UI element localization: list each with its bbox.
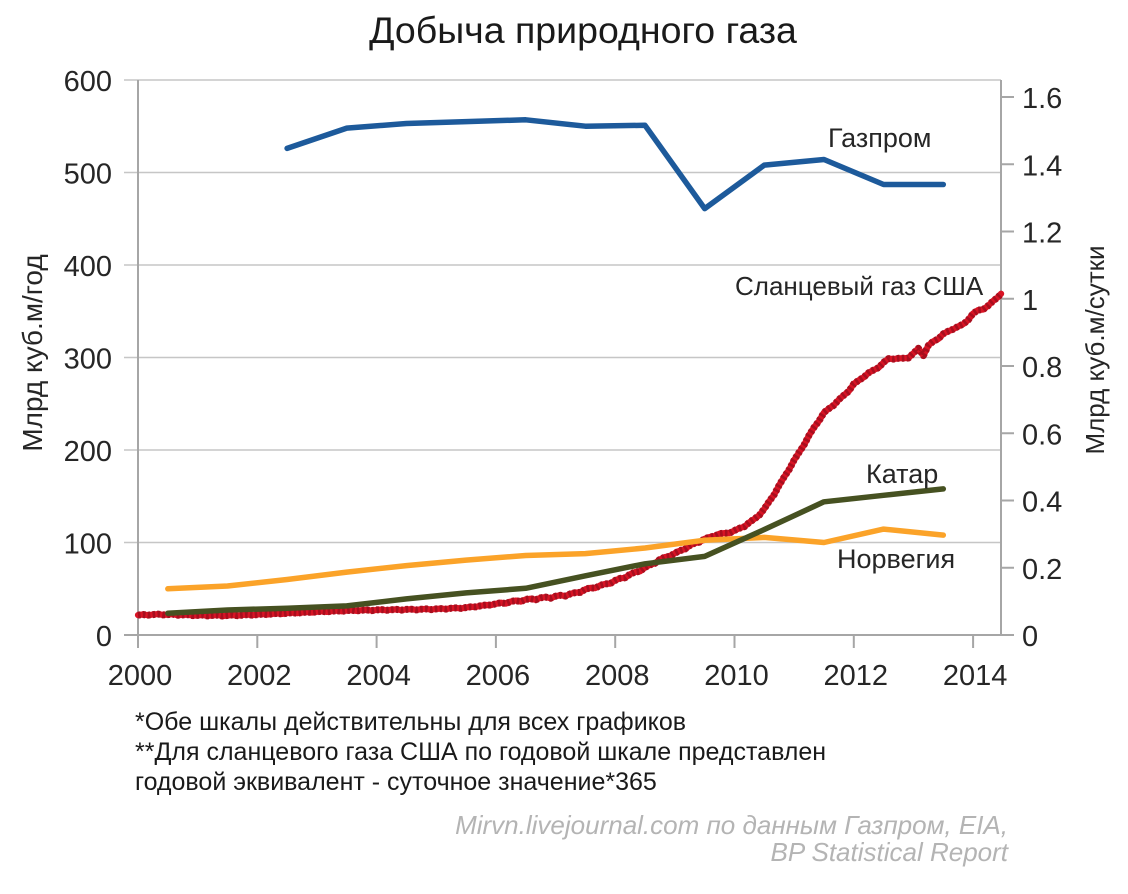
svg-text:Mirvn.livejournal.com по данны: Mirvn.livejournal.com по данным Газпром,… [455,810,1008,840]
svg-text:2006: 2006 [466,660,531,692]
svg-text:BP Statistical Report: BP Statistical Report [771,837,1010,867]
svg-text:2000: 2000 [108,660,173,692]
svg-text:1.2: 1.2 [1022,218,1062,250]
svg-text:2004: 2004 [346,660,411,692]
svg-text:годовой эквивалент - суточное: годовой эквивалент - суточное значение*3… [135,768,657,796]
svg-text:200: 200 [64,436,112,468]
svg-text:0.8: 0.8 [1022,352,1062,384]
svg-text:**Для сланцевого газа США по г: **Для сланцевого газа США по годовой шка… [135,738,826,766]
svg-text:1.4: 1.4 [1022,150,1062,182]
svg-text:400: 400 [64,251,112,283]
svg-text:600: 600 [64,66,112,98]
svg-text:Газпром: Газпром [828,123,931,153]
svg-text:2014: 2014 [943,660,1008,692]
svg-text:2008: 2008 [585,660,650,692]
svg-text:*Обе шкалы действительны для в: *Обе шкалы действительны для всех график… [135,708,686,736]
svg-text:0.2: 0.2 [1022,554,1062,586]
svg-text:2002: 2002 [227,660,292,692]
svg-text:Млрд куб.м/сутки: Млрд куб.м/сутки [1080,245,1110,454]
svg-text:0: 0 [96,621,112,653]
svg-text:Сланцевый газ США: Сланцевый газ США [735,271,984,301]
svg-text:Катар: Катар [866,459,938,489]
svg-text:300: 300 [64,344,112,376]
svg-text:0.4: 0.4 [1022,487,1062,519]
svg-text:0: 0 [1022,621,1038,653]
svg-text:0.6: 0.6 [1022,419,1062,451]
svg-text:Млрд куб.м/год: Млрд куб.м/год [17,254,48,451]
svg-text:500: 500 [64,159,112,191]
svg-text:100: 100 [64,529,112,561]
svg-text:Добыча природного газа: Добыча природного газа [369,9,797,51]
svg-text:Норвегия: Норвегия [837,544,955,574]
svg-text:2010: 2010 [704,660,769,692]
svg-text:2012: 2012 [824,660,889,692]
svg-text:1: 1 [1022,285,1038,317]
svg-text:1.6: 1.6 [1022,83,1062,115]
